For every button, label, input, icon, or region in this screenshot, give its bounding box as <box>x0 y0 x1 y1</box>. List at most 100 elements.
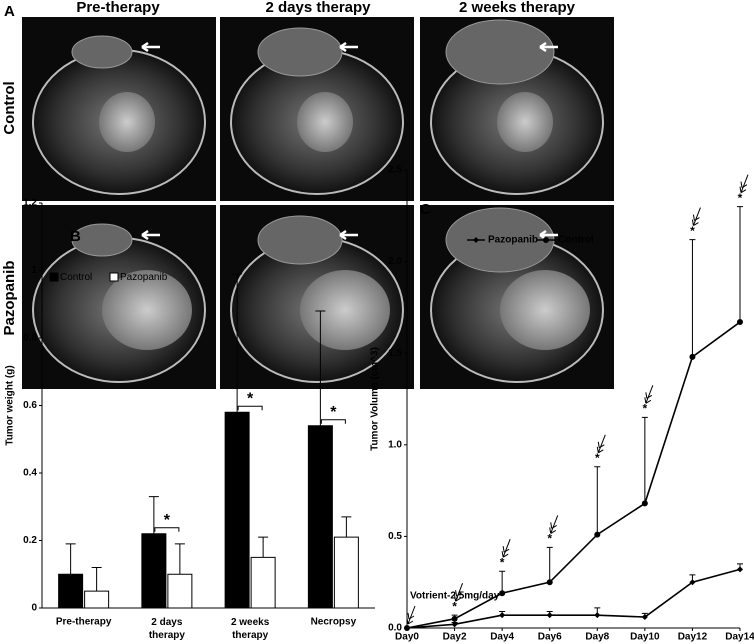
point <box>689 579 696 586</box>
bracket <box>237 405 263 411</box>
organ <box>99 92 155 152</box>
point <box>737 319 743 326</box>
point <box>594 531 601 538</box>
x-tick-label: Day2 <box>443 632 467 643</box>
mri-image <box>420 205 614 389</box>
x-tick-label: Day12 <box>678 632 708 643</box>
column-header: 2 days therapy <box>265 0 371 16</box>
x-tick-label: Day10 <box>630 632 660 643</box>
bar <box>84 590 110 609</box>
mri-image <box>220 205 414 389</box>
legend-label: Control <box>558 235 594 246</box>
point <box>499 590 506 597</box>
error-bar <box>641 416 648 504</box>
legend-label: Control <box>60 272 92 283</box>
organ <box>300 270 390 350</box>
y-tick-label: 1.0 <box>388 439 402 450</box>
organ <box>497 92 553 152</box>
x-tick-label: 2 weeks therapy <box>231 617 270 641</box>
point <box>641 500 648 507</box>
axis <box>41 203 375 609</box>
panel-label: B <box>70 228 81 245</box>
arrow <box>141 41 160 53</box>
dose-arrow <box>739 174 749 194</box>
point <box>689 353 696 360</box>
y-tick-label: 0.6 <box>23 400 37 411</box>
point <box>404 625 410 631</box>
significance-star: * <box>738 191 743 205</box>
error-bar <box>148 496 159 534</box>
bar <box>307 425 333 609</box>
dose-arrow <box>596 434 606 454</box>
dose-arrow <box>406 605 416 625</box>
legend-swatch <box>109 272 119 282</box>
error-bar <box>91 567 102 592</box>
x-tick-label: Day4 <box>490 632 514 643</box>
bar <box>58 573 84 609</box>
x-tick-label: Necropsy <box>311 617 357 628</box>
significance-star: * <box>690 224 695 238</box>
mri-images <box>22 17 614 389</box>
arrow <box>339 41 358 53</box>
legend-marker <box>473 237 479 243</box>
error-bar <box>232 273 243 413</box>
label-line: 2 weeks <box>231 617 270 628</box>
y-tick-label: 0.4 <box>23 468 37 479</box>
significance-star: * <box>452 599 457 613</box>
significance-star: * <box>500 555 505 569</box>
annotation: Votrient-2.5mg/day <box>410 591 500 602</box>
mri-image <box>420 17 614 201</box>
point <box>641 614 648 621</box>
legend-marker <box>543 237 549 243</box>
label-line: therapy <box>232 630 269 641</box>
error-bar <box>65 543 76 575</box>
x-tick-label: 2 days therapy <box>149 617 186 641</box>
error-bar <box>546 546 553 583</box>
y-tick-label: 0.8 <box>23 333 37 344</box>
significance-star: * <box>643 401 648 415</box>
arrow <box>141 229 160 241</box>
panel-label: C <box>420 201 431 218</box>
series-line <box>406 568 741 629</box>
dose-arrow <box>454 582 464 602</box>
y-tick-label: 0 <box>31 603 37 614</box>
point <box>546 612 553 619</box>
error-bar <box>258 536 269 558</box>
label-line: therapy <box>149 630 186 641</box>
mri-image <box>220 17 414 201</box>
bar <box>141 533 167 609</box>
x-tick-label: Day8 <box>585 632 609 643</box>
bar <box>167 573 193 609</box>
point <box>451 621 458 628</box>
point <box>737 566 743 573</box>
x-tick-label: Day6 <box>538 632 562 643</box>
point <box>451 615 458 622</box>
mri-image <box>22 17 216 201</box>
y-tick-label: 2.0 <box>388 256 402 267</box>
arrow <box>539 41 558 53</box>
dose-arrow <box>691 207 701 227</box>
y-tick-label: 0.2 <box>23 535 37 546</box>
x-tick-label: Day14 <box>725 632 754 643</box>
bar <box>250 556 276 609</box>
dose-arrow <box>644 385 654 404</box>
legend-label: Pazopanib <box>120 272 168 283</box>
y-tick-label: 1.5 <box>388 348 402 359</box>
column-header: 2 weeks therapy <box>459 0 576 16</box>
organ <box>297 92 353 152</box>
x-tick-label: Day0 <box>395 632 419 643</box>
row-header: Pazopanib <box>1 260 18 335</box>
error-bar <box>499 570 506 594</box>
y-tick-label: 0.0 <box>388 623 402 634</box>
legend-label: Pazopanib <box>488 235 538 246</box>
error-bar <box>737 206 743 323</box>
y-tick-label: 1 <box>31 265 37 276</box>
significance-star: * <box>247 390 254 407</box>
series-line <box>406 321 741 629</box>
organ <box>102 270 192 350</box>
significance-star: * <box>330 404 337 421</box>
bar <box>333 536 359 609</box>
error-bar <box>174 543 185 575</box>
arrow <box>339 229 358 241</box>
